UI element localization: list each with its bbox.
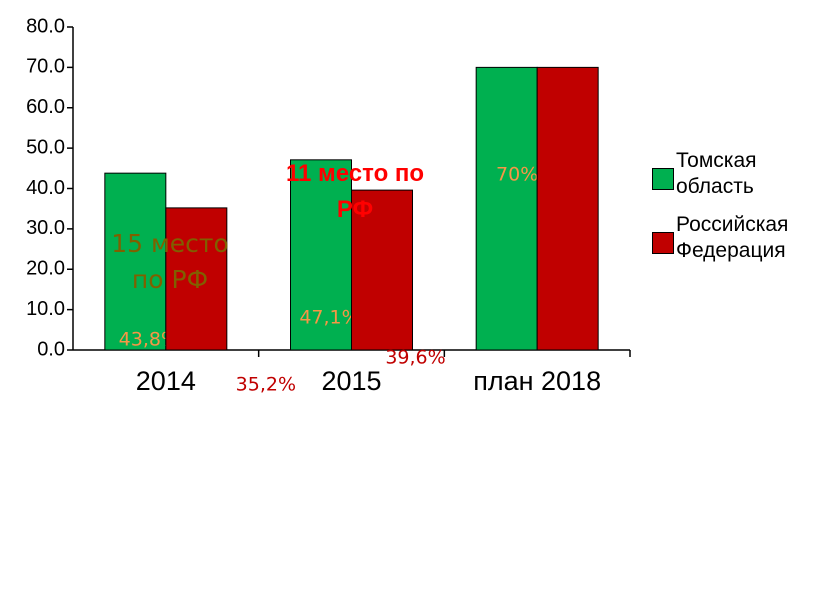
bar bbox=[351, 189, 413, 351]
x-tick-label: 2014 bbox=[136, 366, 196, 396]
y-tick-label: 70.0 bbox=[26, 56, 65, 78]
bar bbox=[290, 159, 352, 351]
y-tick-label: 0.0 bbox=[37, 338, 65, 360]
x-tick-label: план 2018 bbox=[473, 366, 601, 396]
y-tick-label: 60.0 bbox=[26, 96, 65, 118]
x-tick-label: 2015 bbox=[321, 366, 381, 396]
legend-swatch bbox=[652, 168, 674, 190]
legend-swatch bbox=[652, 232, 674, 254]
value-label: 35,2% bbox=[236, 374, 296, 396]
value-label: 43,8% bbox=[119, 329, 179, 351]
annotation: 11 место по РФ bbox=[285, 160, 425, 223]
y-tick-label: 10.0 bbox=[26, 298, 65, 320]
y-tick-label: 30.0 bbox=[26, 217, 65, 239]
value-label: 47,1% bbox=[299, 307, 359, 329]
value-label: 70% bbox=[496, 164, 538, 186]
bar bbox=[165, 207, 228, 351]
y-tick-label: 50.0 bbox=[26, 136, 65, 158]
y-tick-label: 20.0 bbox=[26, 258, 65, 280]
y-tick-label: 40.0 bbox=[26, 177, 65, 199]
bar bbox=[536, 66, 599, 351]
bar bbox=[475, 66, 538, 351]
value-label: 39,6% bbox=[385, 347, 445, 369]
annotation: 15 место по РФ bbox=[111, 229, 229, 294]
y-tick-label: 80.0 bbox=[26, 15, 65, 37]
legend-label: Томская область bbox=[676, 149, 757, 198]
legend-label: Российская Федерация bbox=[676, 213, 789, 262]
